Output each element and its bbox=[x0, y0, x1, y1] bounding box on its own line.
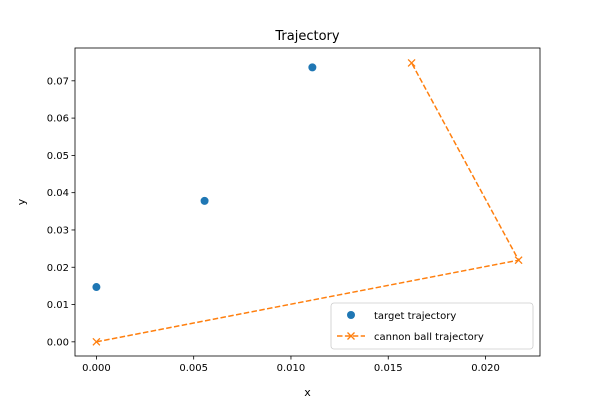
series-0 bbox=[92, 63, 317, 292]
legend-label-cannon: cannon ball trajectory bbox=[374, 332, 484, 343]
y-tick-label: 0.07 bbox=[47, 76, 69, 87]
y-tick-label: 0.06 bbox=[47, 114, 69, 125]
x-tick-label: 0.020 bbox=[471, 363, 500, 374]
series-layer bbox=[92, 58, 523, 346]
y-tick-label: 0.00 bbox=[47, 337, 69, 348]
x-tick-label: 0.015 bbox=[374, 363, 403, 374]
y-tick-label: 0.02 bbox=[47, 263, 69, 274]
series-1 bbox=[92, 58, 523, 346]
y-axis: 0.00 0.01 0.02 0.03 0.04 0.05 0.06 0.07 bbox=[47, 76, 75, 348]
legend-entry-cannon: cannon ball trajectory bbox=[337, 332, 484, 343]
chart-title: Trajectory bbox=[274, 29, 339, 44]
y-tick-label: 0.05 bbox=[47, 151, 69, 162]
target-trajectory-point bbox=[92, 283, 101, 292]
x-axis: 0.000 0.005 0.010 0.015 0.020 bbox=[82, 356, 500, 374]
legend-box bbox=[330, 302, 534, 350]
legend-entry-target: target trajectory bbox=[347, 311, 456, 322]
plot-frame bbox=[74, 47, 541, 357]
cannon-ball-trajectory-point bbox=[92, 337, 101, 346]
x-tick-label: 0.005 bbox=[179, 363, 208, 374]
legend-marker-target bbox=[347, 311, 355, 319]
cannon-ball-trajectory-point bbox=[514, 256, 523, 265]
y-tick-label: 0.03 bbox=[47, 225, 69, 236]
x-tick-label: 0.000 bbox=[82, 363, 111, 374]
y-axis-label: y bbox=[15, 198, 28, 205]
x-axis-label: x bbox=[304, 386, 311, 399]
target-trajectory-point bbox=[308, 63, 317, 72]
legend: target trajectory cannon ball trajectory bbox=[330, 302, 534, 350]
legend-marker-cannon bbox=[347, 332, 355, 340]
legend-label-target: target trajectory bbox=[374, 311, 456, 322]
y-tick-label: 0.04 bbox=[47, 188, 69, 199]
x-tick-label: 0.010 bbox=[277, 363, 306, 374]
target-trajectory-point bbox=[200, 196, 209, 205]
cannon-ball-trajectory-point bbox=[407, 58, 416, 67]
y-tick-label: 0.01 bbox=[47, 300, 69, 311]
